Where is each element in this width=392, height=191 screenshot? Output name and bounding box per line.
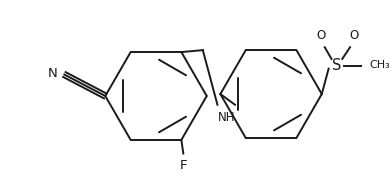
Text: CH₃: CH₃ [370,60,390,70]
Text: S: S [332,58,341,73]
Text: F: F [180,159,187,172]
Text: O: O [349,29,359,42]
Text: NH: NH [218,111,235,124]
Text: O: O [316,29,325,42]
Text: N: N [48,67,58,80]
